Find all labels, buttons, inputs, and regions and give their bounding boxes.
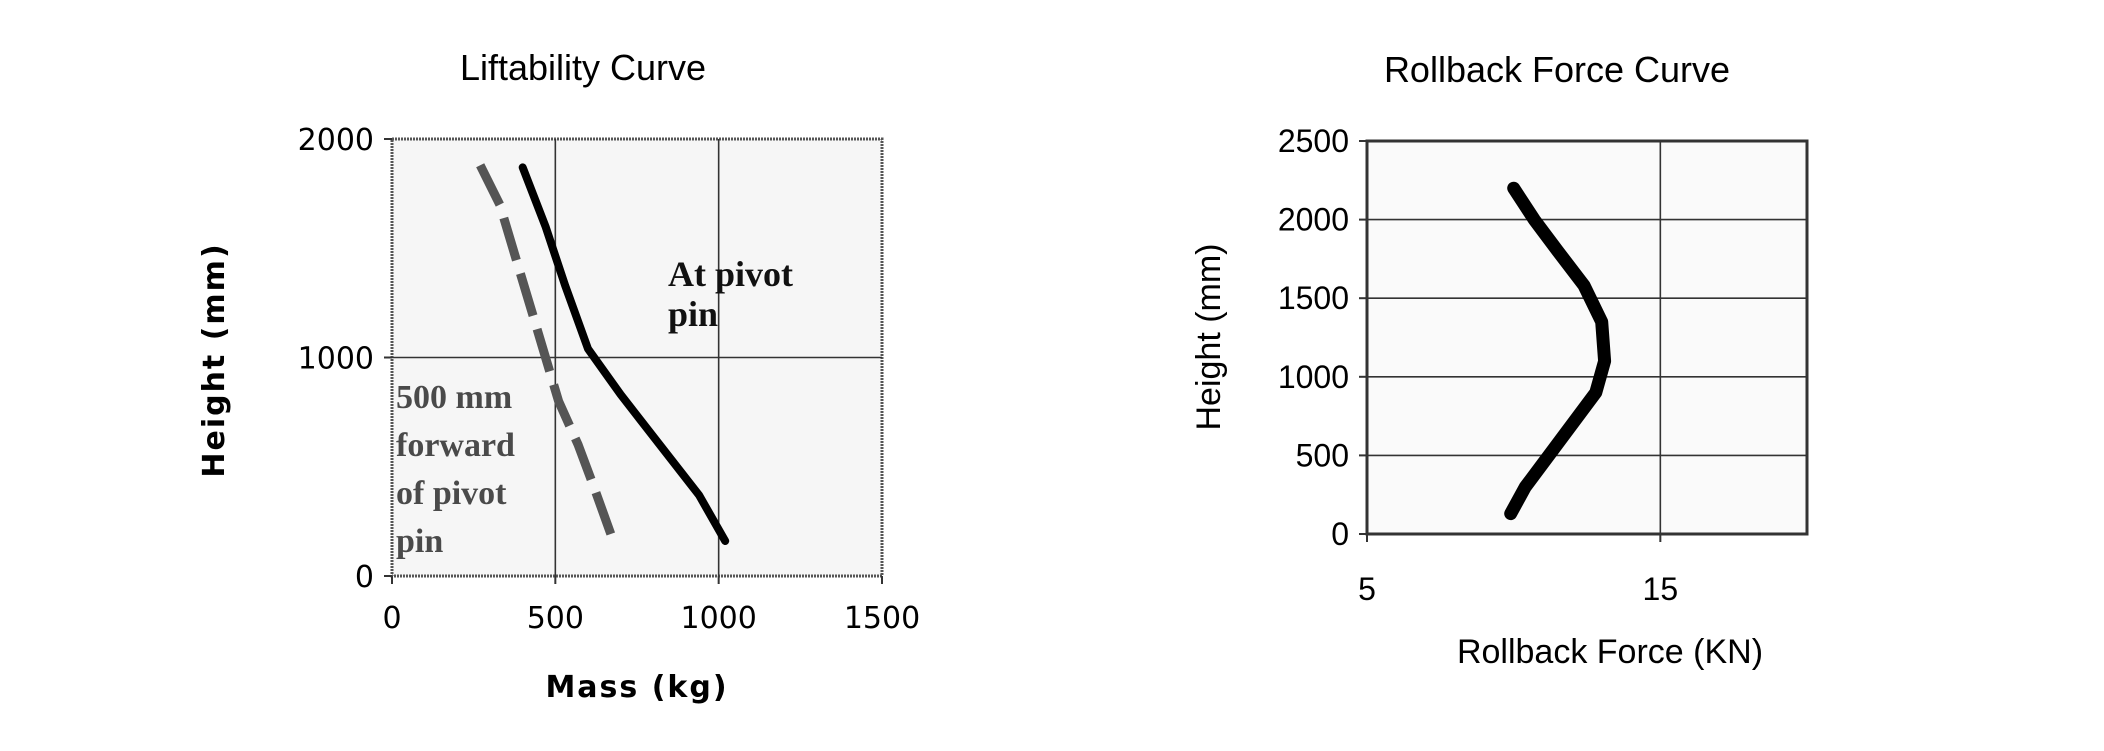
rollback-series	[1504, 181, 1612, 521]
c1-xtick-label-0: 0	[382, 601, 401, 636]
c1-series-line-0	[518, 163, 730, 545]
rollback-x-axis-label: Rollback Force (KN)	[1457, 633, 1763, 671]
rollback-force-chart: 0 500 1000 1500 2000 2500 5 15 Rollback Force …	[1190, 49, 1809, 671]
c1-series-line-1	[476, 163, 619, 545]
c2-ytick-label-2000: 2000	[1278, 202, 1349, 238]
c2-xtick-label-15: 15	[1643, 571, 1679, 607]
rollback-title: Rollback Force Curve	[1384, 49, 1730, 90]
c2-ytick-label-1500: 1500	[1278, 280, 1349, 316]
annotation-500mm-forward-line-1: 500 mm	[396, 379, 512, 416]
annotation-at-pivot-pin-line-2: pin	[668, 294, 718, 334]
rollback-x-ticks: 5 15	[1358, 534, 1678, 607]
c2-ytick-label-2500: 2500	[1278, 123, 1349, 159]
rollback-y-axis-label: Height (mm)	[1190, 243, 1228, 430]
liftability-title: Liftability Curve	[460, 47, 706, 88]
c1-xtick-label-1500: 1500	[844, 601, 920, 636]
annotation-500mm-forward-line-4: pin	[396, 523, 443, 560]
c2-ytick-label-0: 0	[1331, 516, 1349, 552]
c2-ytick-label-500: 500	[1296, 437, 1349, 473]
rollback-y-ticks: 0 500 1000 1500 2000 2500	[1278, 123, 1367, 552]
annotation-at-pivot-pin: At pivot pin	[668, 254, 802, 334]
liftability-chart: 0 1000 2000 0 500 1000 1500 Liftability Curve…	[197, 47, 920, 705]
liftability-y-axis-label: Height (mm)	[197, 242, 232, 477]
liftability-y-ticks: 0 1000 2000	[298, 123, 392, 595]
c2-xtick-label-5: 5	[1358, 571, 1376, 607]
c1-ytick-label-2000: 2000	[298, 123, 374, 158]
c2-series-line-0	[1504, 181, 1612, 521]
liftability-gridlines	[392, 139, 882, 576]
c1-ytick-label-0: 0	[355, 560, 374, 595]
c1-xtick-label-1000: 1000	[680, 601, 756, 636]
annotation-500mm-forward: 500 mm forward of pivot pin	[396, 379, 523, 560]
annotation-500mm-forward-line-2: forward	[396, 427, 515, 464]
c1-xtick-label-500: 500	[527, 601, 584, 636]
annotation-at-pivot-pin-line-1: At pivot	[668, 254, 793, 294]
rollback-plot-area	[1365, 139, 1809, 536]
c2-ytick-label-1000: 1000	[1278, 359, 1349, 395]
liftability-x-ticks: 0 500 1000 1500	[382, 576, 920, 636]
annotation-500mm-forward-line-3: of pivot	[396, 475, 507, 512]
liftability-x-axis-label: Mass (kg)	[545, 670, 728, 705]
liftability-series	[476, 163, 730, 545]
c1-ytick-label-1000: 1000	[298, 342, 374, 377]
